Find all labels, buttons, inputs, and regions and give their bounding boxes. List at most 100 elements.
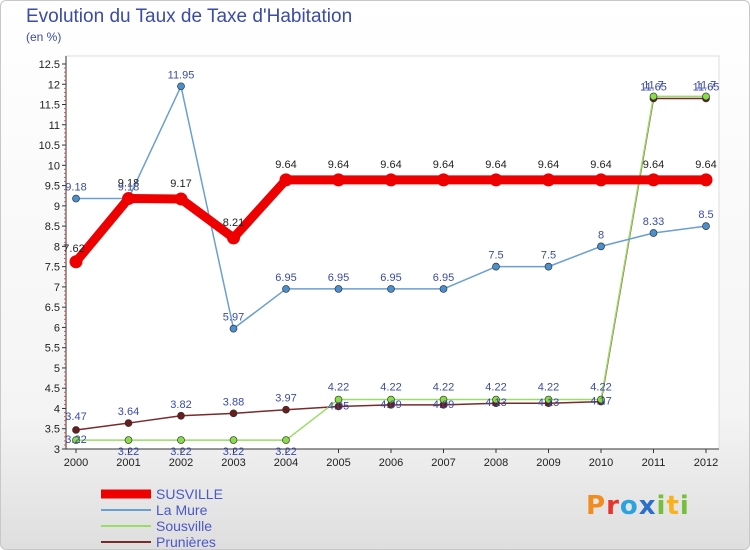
data-point	[384, 173, 398, 187]
x-tick-label: 2010	[589, 457, 613, 469]
data-label: 3.88	[223, 396, 244, 408]
chart-title: Evolution du Taux de Taxe d'Habitation	[26, 6, 353, 27]
y-tick-label: 9.5	[45, 181, 60, 193]
data-label: 9.64	[485, 159, 506, 171]
chart-subtitle: (en %)	[26, 30, 62, 44]
data-label: 5.97	[223, 312, 244, 324]
data-label: 4.22	[380, 382, 401, 394]
data-label: 9.64	[328, 159, 349, 171]
x-tick-label: 2000	[64, 457, 88, 469]
y-tick-label: 7	[54, 282, 60, 294]
data-point	[282, 405, 290, 414]
x-tick-label: 2004	[274, 457, 298, 469]
data-point	[72, 194, 80, 203]
data-point	[597, 395, 605, 404]
logo-letter: x	[638, 491, 657, 521]
y-tick-label: 6.5	[45, 302, 60, 314]
y-tick-label: 8	[54, 241, 60, 253]
data-label: 4.22	[485, 382, 506, 394]
data-label: 7.62	[63, 243, 84, 255]
data-point	[594, 173, 608, 187]
data-point	[177, 82, 185, 91]
data-point	[542, 173, 555, 187]
y-tick-label: 3	[54, 444, 60, 456]
data-point	[229, 436, 238, 444]
data-label: 3.47	[65, 411, 86, 423]
data-label: 9.64	[695, 159, 716, 171]
data-point	[334, 285, 343, 293]
data-point	[174, 192, 188, 206]
x-tick-label: 2006	[379, 457, 403, 469]
data-label: 4.22	[590, 382, 611, 394]
data-point	[647, 173, 660, 187]
x-tick-label: 2001	[116, 457, 140, 469]
x-tick-label: 2011	[642, 457, 666, 469]
data-label: 3.82	[170, 399, 191, 411]
y-tick-label: 8.5	[45, 221, 60, 233]
data-point	[544, 262, 553, 271]
logo-letter: r	[606, 491, 620, 521]
y-tick-label: 3.5	[45, 424, 60, 436]
data-point	[387, 395, 395, 404]
data-label: 4.17	[590, 396, 611, 408]
data-label: 3.22	[275, 446, 296, 458]
data-label: 9.64	[275, 159, 296, 171]
data-point	[649, 229, 658, 237]
data-label: 9.64	[538, 159, 559, 171]
data-label: 4.09	[433, 399, 454, 411]
legend-label: Sousville	[156, 518, 212, 534]
data-point	[229, 409, 238, 418]
data-point	[489, 173, 503, 187]
legend-label: La Mure	[156, 502, 208, 518]
legend-label: Prunières	[156, 534, 216, 550]
data-label: 4.13	[538, 397, 559, 409]
data-point	[177, 411, 185, 420]
data-label: 4.22	[328, 382, 349, 394]
data-point	[282, 285, 290, 293]
x-tick-label: 2008	[484, 457, 508, 469]
y-tick-label: 5	[54, 363, 60, 375]
data-point	[439, 395, 448, 404]
data-point	[439, 285, 448, 293]
data-label: 7.5	[488, 250, 503, 262]
data-point	[437, 173, 450, 187]
data-point	[177, 436, 185, 444]
data-point	[334, 395, 343, 404]
data-label: 11.7	[643, 79, 664, 91]
y-tick-label: 10	[48, 160, 60, 172]
logo-letter: t	[666, 491, 680, 521]
data-point	[282, 436, 290, 444]
data-label: 9.64	[433, 159, 454, 171]
data-label: 8	[598, 229, 604, 241]
y-tick-label: 4	[54, 403, 60, 415]
data-label: 8.33	[643, 216, 664, 228]
data-point	[72, 426, 80, 434]
logo-letter: i	[679, 491, 690, 521]
data-label: 9.18	[118, 178, 139, 190]
data-point	[702, 92, 710, 101]
logo-letter: P	[586, 491, 607, 521]
y-tick-label: 12	[48, 79, 60, 91]
y-tick-label: 10.5	[39, 140, 60, 152]
data-point	[124, 436, 133, 444]
data-label: 3.22	[65, 434, 86, 446]
x-tick-label: 2002	[169, 457, 193, 469]
x-tick-label: 2005	[326, 457, 350, 469]
y-tick-label: 12.5	[39, 59, 60, 71]
data-label: 11.65	[640, 81, 667, 93]
data-label: 6.95	[380, 272, 401, 284]
data-label: 11.65	[693, 81, 720, 93]
plot-area	[65, 55, 720, 450]
logo-letter: i	[656, 491, 667, 521]
data-label: 3.22	[170, 446, 191, 458]
data-label: 6.95	[433, 272, 454, 284]
y-tick-label: 6	[54, 322, 60, 334]
data-point	[229, 324, 238, 333]
data-point	[124, 419, 133, 427]
x-tick-label: 2007	[431, 457, 455, 469]
data-point	[702, 222, 710, 230]
y-tick-label: 5.5	[45, 343, 60, 355]
data-point	[279, 173, 293, 187]
